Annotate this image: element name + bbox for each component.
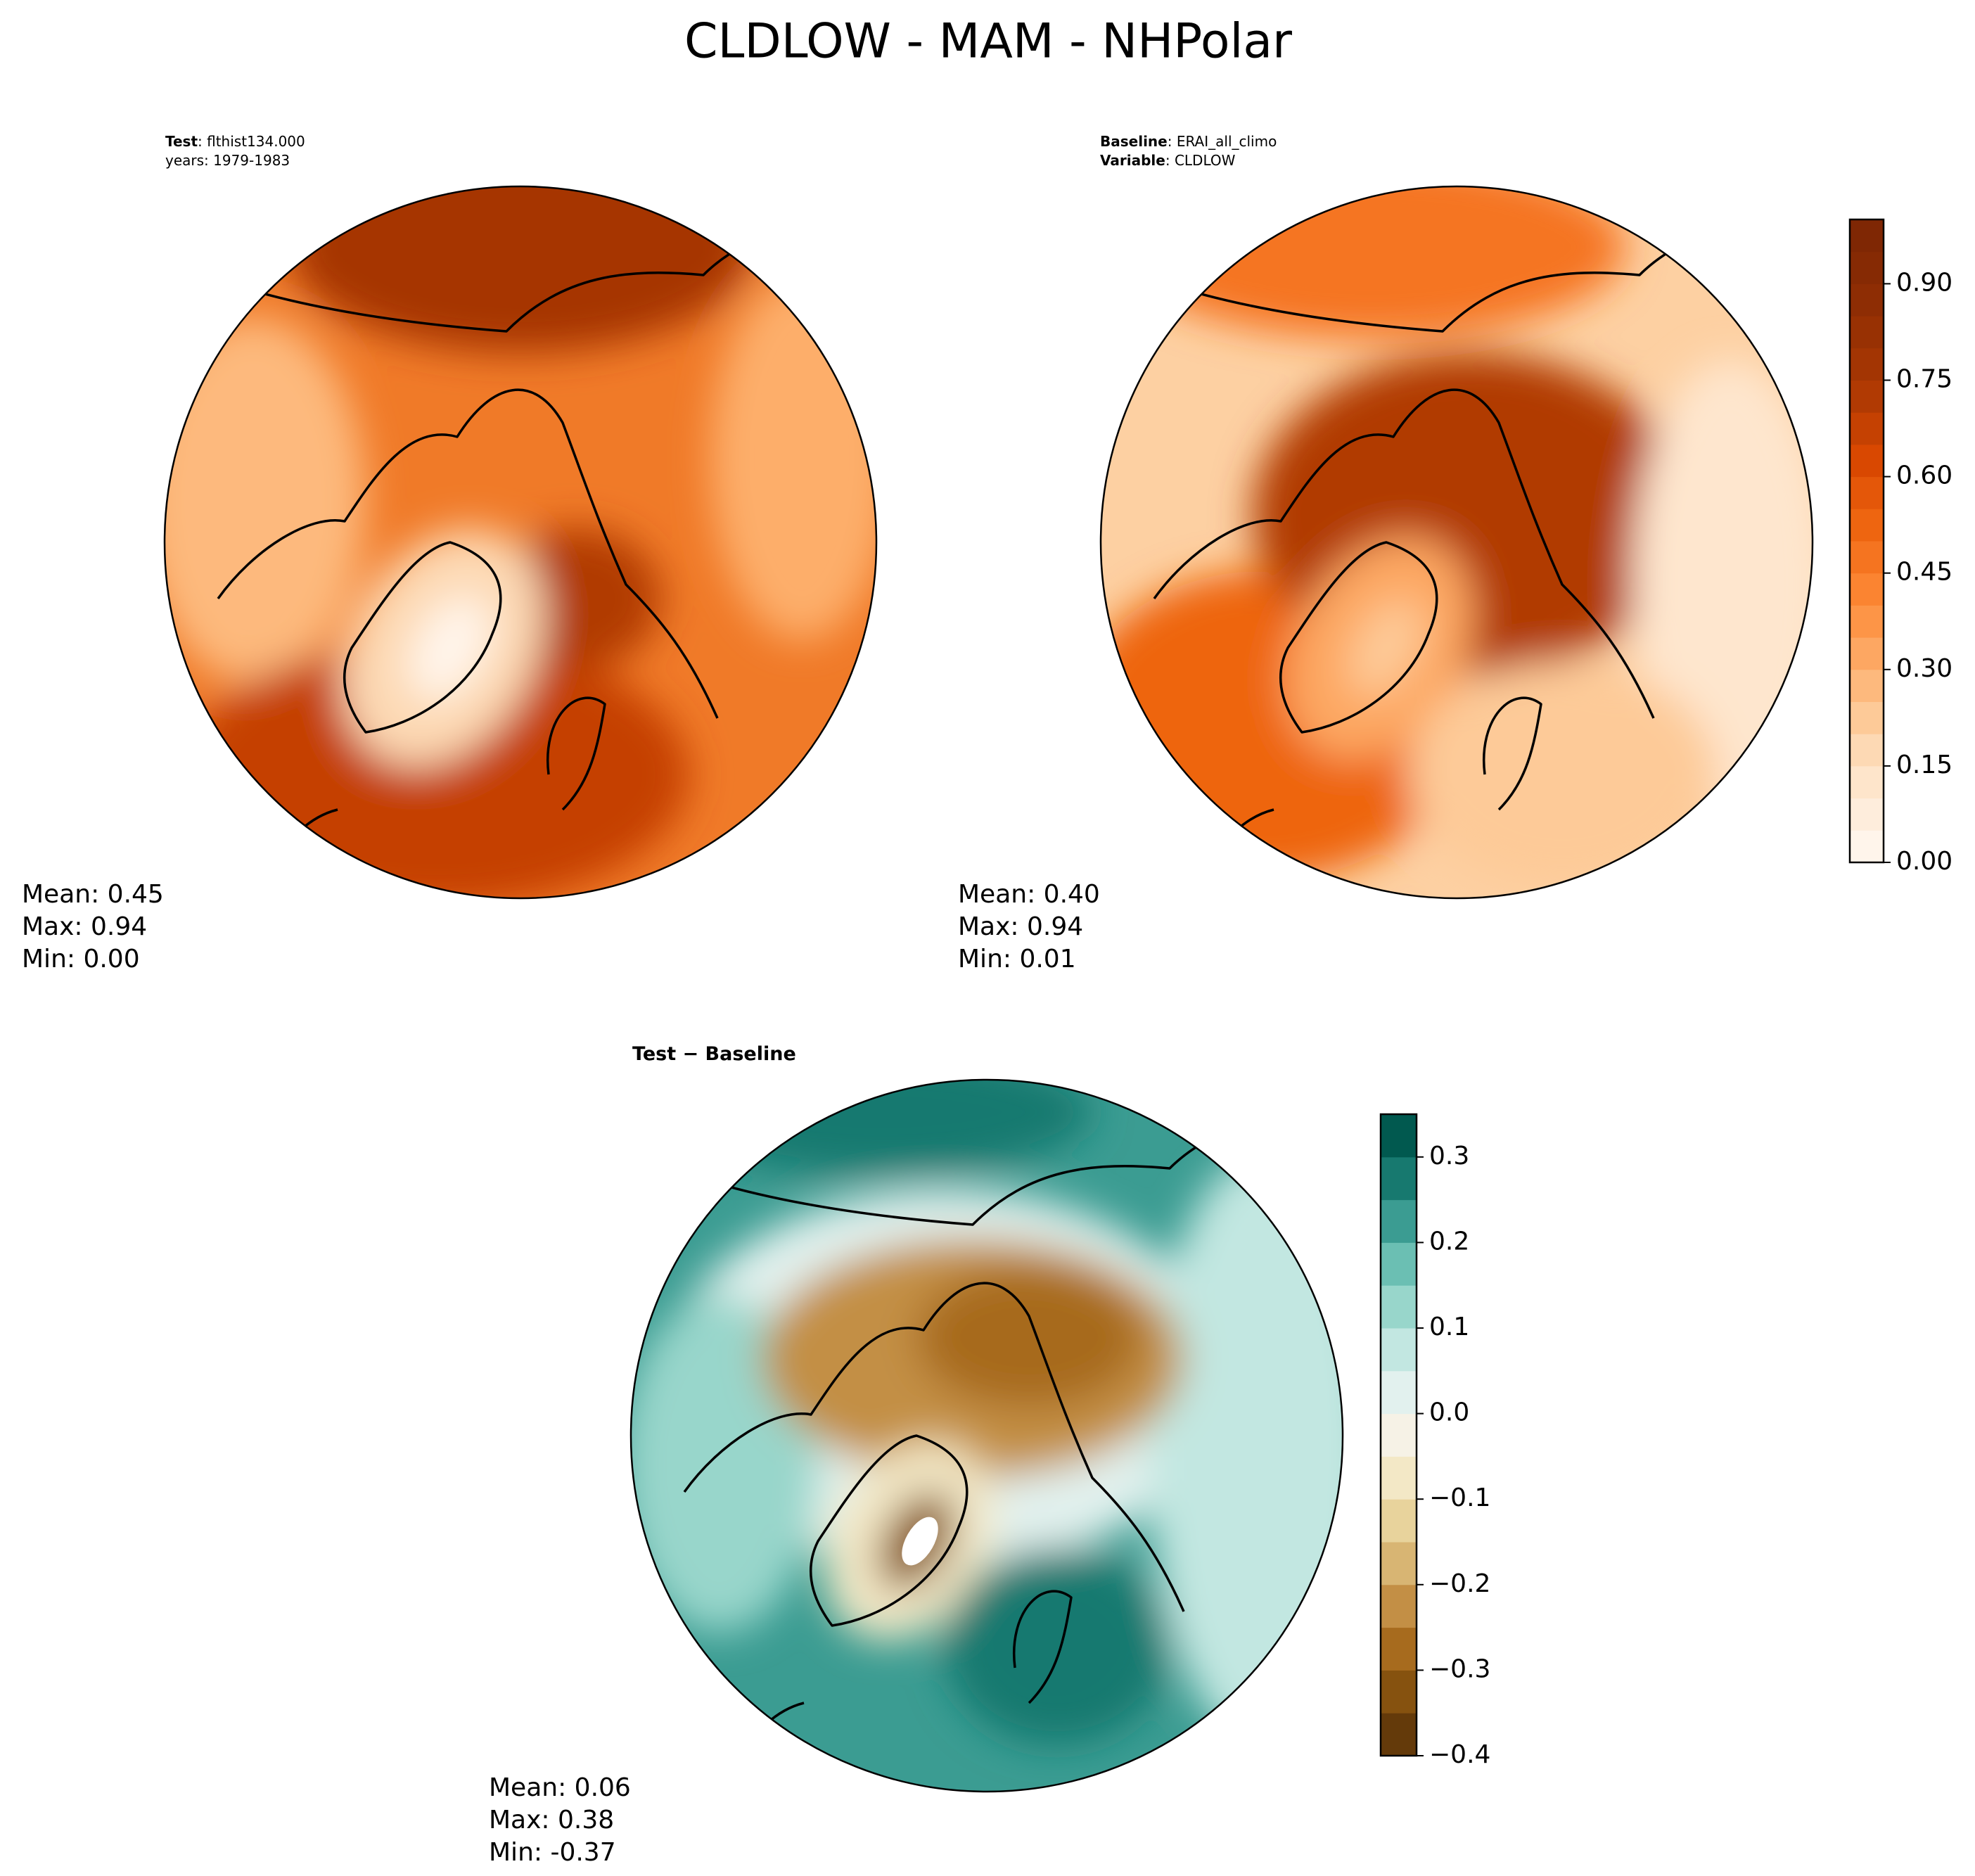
colorbar-bin: [1381, 1542, 1417, 1585]
panel-header: Test: flthist134.000: [165, 133, 305, 150]
colorbar-bin: [1850, 509, 1884, 542]
colorbar-bin: [1850, 541, 1884, 574]
header-text: : ERAI_all_climo: [1168, 133, 1277, 150]
colorbar-bin: [1850, 573, 1884, 606]
colorbar-bin: [1381, 1456, 1417, 1500]
colorbar-tick-label: 0.30: [1896, 654, 1952, 683]
colorbar-tick-label: 0.90: [1896, 268, 1952, 297]
colorbar-bin: [1850, 444, 1884, 478]
colorbar-tick-label: 0.2: [1429, 1227, 1469, 1256]
header-text: : flthist134.000: [198, 133, 305, 150]
colorbar-bin: [1381, 1285, 1417, 1329]
panel-header: years: 1979-1983: [165, 152, 290, 169]
colorbar-bin: [1381, 1199, 1417, 1243]
colorbar-bin: [1850, 669, 1884, 702]
colorbar-tick-label: 0.45: [1896, 558, 1952, 587]
header-key: Variable: [1100, 152, 1165, 169]
colorbar-tick-label: 0.15: [1896, 751, 1952, 779]
figure-title: CLDLOW - MAM - NHPolar: [684, 14, 1292, 70]
colorbar-bin: [1381, 1328, 1417, 1372]
stat-line: Min: -0.37: [489, 1838, 616, 1867]
stat-line: Mean: 0.06: [489, 1773, 631, 1802]
colorbar-bin: [1381, 1114, 1417, 1158]
panel-header: Baseline: ERAI_all_climo: [1100, 133, 1277, 150]
colorbar-bin: [1850, 734, 1884, 767]
stat-line: Max: 0.38: [489, 1806, 614, 1834]
map-test: [163, 185, 878, 900]
stat-line: Max: 0.94: [22, 912, 147, 941]
colorbar-bin: [1850, 476, 1884, 509]
header-key: Baseline: [1100, 133, 1168, 150]
stat-line: Min: 0.01: [958, 945, 1076, 974]
colorbar-bin: [1381, 1713, 1417, 1756]
colorbar-tick-label: −0.1: [1429, 1483, 1490, 1512]
colorbar-bin: [1850, 830, 1884, 863]
colorbar-tick-label: 0.00: [1896, 847, 1952, 876]
stat-line: Min: 0.00: [22, 945, 140, 974]
colorbar-bin: [1850, 316, 1884, 349]
colorbar-frame: [1379, 1113, 1418, 1757]
panel-header: Variable: CLDLOW: [1100, 152, 1236, 169]
colorbar-tick-label: 0.75: [1896, 365, 1952, 394]
colorbar-bin: [1381, 1370, 1417, 1415]
colorbar-bin: [1381, 1499, 1417, 1543]
colorbar-bin: [1850, 219, 1884, 253]
colorbar-bin: [1381, 1156, 1417, 1201]
colorbar-bin: [1850, 347, 1884, 381]
header-key: Test: [165, 133, 198, 150]
colorbar-tick-label: −0.2: [1429, 1569, 1490, 1598]
colorbar-bin: [1850, 412, 1884, 445]
stat-line: Mean: 0.45: [22, 880, 164, 909]
colorbar-bin: [1850, 283, 1884, 317]
colorbar-frame: [1848, 218, 1885, 864]
colorbar-bin: [1381, 1413, 1417, 1457]
colorbar-tick-label: 0.60: [1896, 461, 1952, 490]
header-text: years: 1979-1983: [165, 152, 290, 169]
map-difference: [629, 1078, 1344, 1793]
header-text: : CLDLOW: [1165, 152, 1236, 169]
colorbar-tick-label: −0.3: [1429, 1654, 1490, 1683]
colorbar-bin: [1850, 798, 1884, 831]
colorbar-bin: [1850, 605, 1884, 638]
colorbar-bin: [1850, 701, 1884, 734]
colorbar-tick-label: −0.4: [1429, 1740, 1490, 1769]
colorbar-tick-label: 0.0: [1429, 1398, 1469, 1427]
colorbar-bin: [1850, 637, 1884, 670]
colorbar-tick-label: 0.3: [1429, 1142, 1469, 1170]
stat-line: Mean: 0.40: [958, 880, 1100, 909]
colorbar-bin: [1850, 765, 1884, 799]
colorbar-bin: [1381, 1627, 1417, 1671]
panel-header: Test − Baseline: [632, 1043, 796, 1065]
stat-line: Max: 0.94: [958, 912, 1083, 941]
colorbar-bin: [1381, 1670, 1417, 1714]
map-baseline: [1099, 185, 1814, 900]
colorbar-tick-label: 0.1: [1429, 1313, 1469, 1341]
colorbar-bin: [1381, 1242, 1417, 1286]
colorbar-bin: [1381, 1584, 1417, 1628]
colorbar-bin: [1850, 251, 1884, 284]
header-key: Test − Baseline: [632, 1043, 796, 1065]
colorbar-bin: [1850, 380, 1884, 413]
